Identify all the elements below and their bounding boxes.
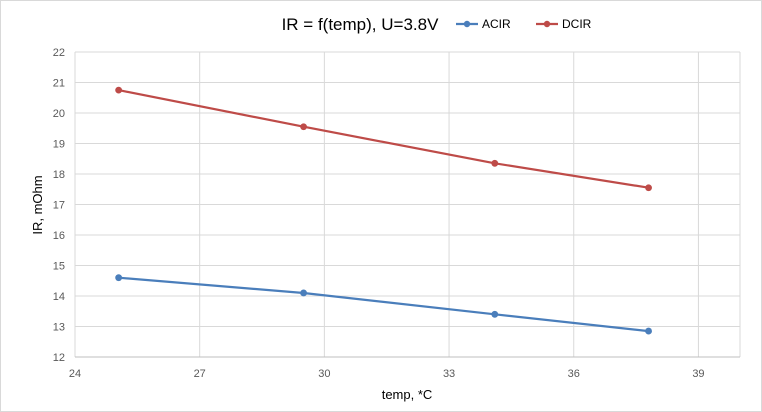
x-tick-label: 27 — [194, 368, 206, 380]
x-tick-label: 36 — [568, 368, 580, 380]
legend: ACIR DCIR — [456, 17, 592, 31]
series-line-dcir — [117, 88, 650, 189]
y-tick-label: 19 — [53, 139, 65, 151]
tick-labels: 12 13 14 15 16 17 18 19 20 21 22 24 27 30 33 36 39 — [53, 47, 705, 380]
y-tick-label: 18 — [53, 169, 65, 181]
x-axis-title: temp, *C — [382, 387, 433, 402]
y-tick-label: 14 — [53, 291, 65, 303]
series-line-acir — [117, 276, 650, 333]
data-point-dcir — [300, 123, 307, 131]
legend-label-dcir: DCIR — [562, 17, 592, 31]
data-point-acir — [491, 310, 499, 318]
y-tick-label: 16 — [53, 230, 65, 242]
legend-label-acir: ACIR — [482, 17, 511, 31]
x-tick-label: 24 — [69, 368, 81, 380]
legend-marker-dcir — [543, 20, 551, 28]
series-group — [115, 86, 652, 335]
data-point-acir — [300, 289, 307, 297]
grid — [74, 51, 741, 358]
y-tick-label: 17 — [53, 200, 65, 212]
y-tick-label: 20 — [53, 108, 65, 120]
data-point-acir — [645, 327, 652, 335]
y-tick-label: 22 — [53, 47, 65, 59]
data-point-acir — [115, 274, 123, 282]
data-point-dcir — [115, 86, 123, 94]
legend-marker-acir — [463, 20, 471, 28]
x-tick-label: 39 — [692, 368, 704, 380]
y-tick-label: 12 — [53, 352, 65, 364]
y-tick-label: 15 — [53, 261, 65, 273]
data-point-dcir — [491, 159, 499, 167]
y-axis-title: IR, mOhm — [30, 175, 45, 234]
x-tick-label: 33 — [443, 368, 455, 380]
x-tick-label: 30 — [318, 368, 330, 380]
data-point-dcir — [645, 184, 652, 192]
y-tick-label: 13 — [53, 322, 65, 334]
chart-title: IR = f(temp), U=3.8V — [282, 15, 439, 34]
y-tick-label: 21 — [53, 78, 65, 90]
